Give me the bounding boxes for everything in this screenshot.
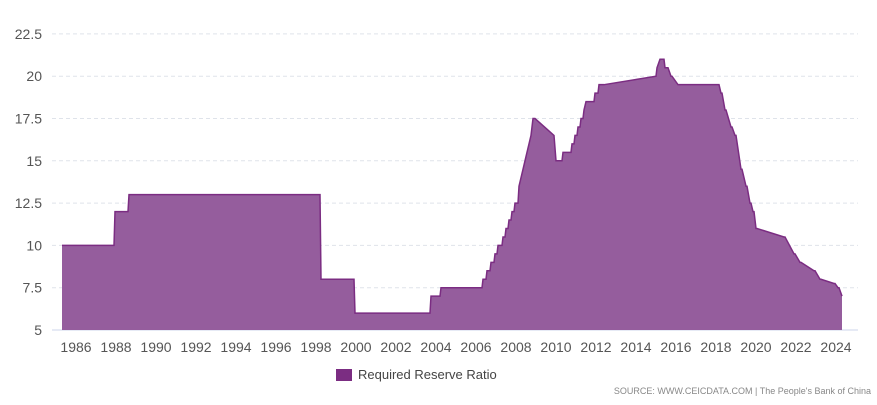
legend-swatch (336, 368, 352, 381)
y-axis: 5 7.5 10 12.5 15 17.5 20 22.5 (15, 26, 42, 338)
x-tick-label: 2004 (420, 339, 451, 355)
x-tick-label: 1998 (300, 339, 331, 355)
x-tick-label: 2012 (580, 339, 611, 355)
area-line (62, 58, 843, 314)
x-tick-label: 2006 (460, 339, 491, 355)
source-text: SOURCE: WWW.CEICDATA.COM | The People's … (613, 386, 871, 396)
x-tick-label: 2008 (500, 339, 531, 355)
x-tick-label: 1986 (60, 339, 91, 355)
y-tick-label: 20 (26, 68, 42, 84)
x-tick-label: 1990 (140, 339, 171, 355)
y-tick-label: 17.5 (15, 111, 42, 127)
y-tick-label: 22.5 (15, 26, 42, 42)
y-tick-label: 12.5 (15, 195, 42, 211)
x-tick-label: 1994 (220, 339, 251, 355)
x-tick-label: 2014 (620, 339, 651, 355)
x-tick-label: 2024 (820, 339, 851, 355)
x-tick-label: 2010 (540, 339, 571, 355)
x-axis: 1986 1988 1990 1992 1994 1996 1998 2000 2002 2004… (60, 339, 851, 355)
x-tick-label: 2002 (380, 339, 411, 355)
y-tick-label: 7.5 (23, 280, 43, 296)
legend[interactable]: Required Reserve Ratio (336, 367, 497, 382)
x-tick-label: 2016 (660, 339, 691, 355)
x-tick-label: 1996 (260, 339, 291, 355)
y-tick-label: 5 (34, 322, 42, 338)
x-tick-label: 2022 (780, 339, 811, 355)
x-tick-label: 2018 (700, 339, 731, 355)
x-tick-label: 2000 (340, 339, 371, 355)
x-tick-label: 2020 (740, 339, 771, 355)
legend-label: Required Reserve Ratio (358, 367, 497, 382)
y-tick-label: 15 (26, 153, 42, 169)
area-fill (62, 59, 842, 331)
x-tick-label: 1988 (100, 339, 131, 355)
x-tick-label: 1992 (180, 339, 211, 355)
area-series (62, 58, 843, 331)
y-tick-label: 10 (26, 237, 42, 253)
